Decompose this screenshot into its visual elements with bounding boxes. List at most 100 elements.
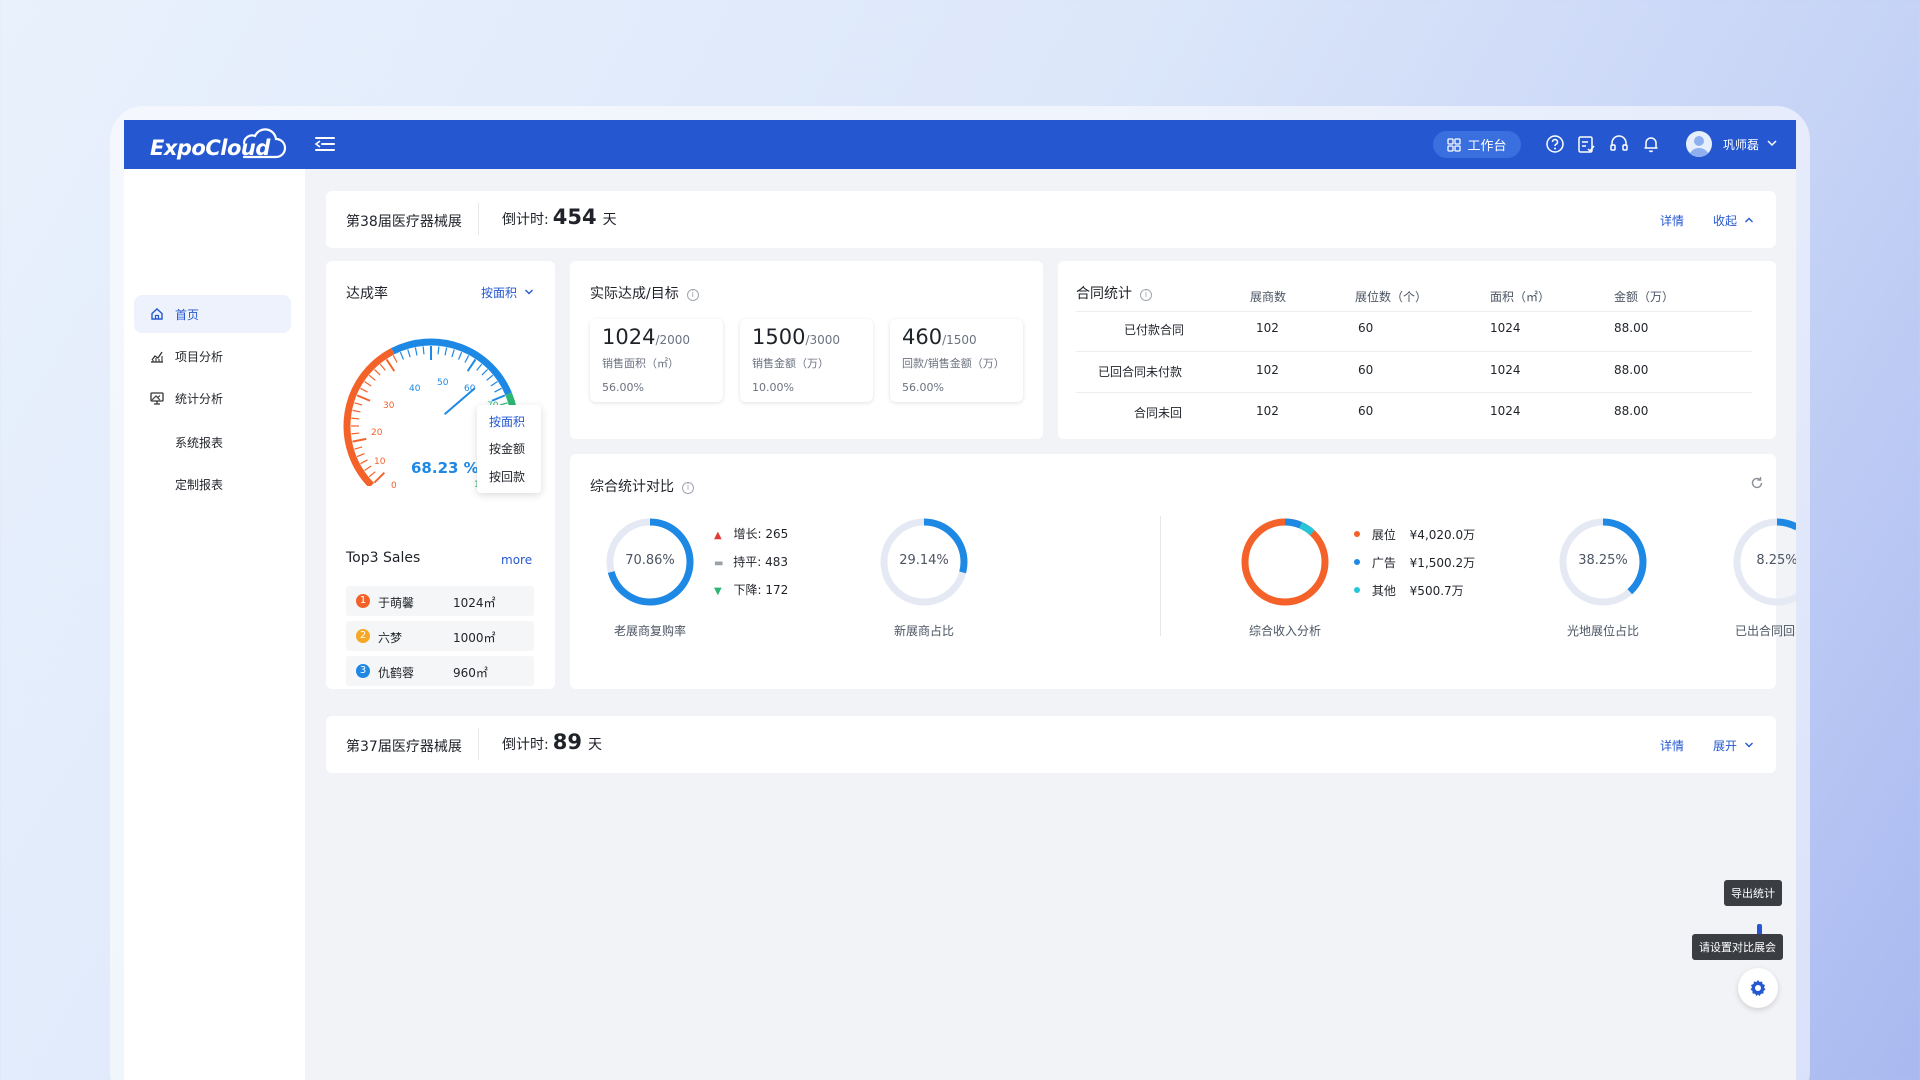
gauge-tick <box>451 349 455 358</box>
refresh-icon[interactable] <box>1750 476 1764 490</box>
ring-label: 光地展位占比 <box>1566 624 1639 638</box>
expo-name: 第37届医疗器械展 <box>346 739 462 755</box>
top3-title: Top3 Sales <box>346 550 421 566</box>
sales-value: 960㎡ <box>453 666 488 680</box>
menu-fold-icon[interactable] <box>314 134 336 154</box>
gauge-tick <box>354 402 363 406</box>
countdown-unit: 天 <box>587 737 602 753</box>
user-icon <box>1689 136 1709 157</box>
sidebar-subitem-system-report[interactable]: 系统报表 <box>175 436 224 450</box>
kpi-value: 1500 <box>752 325 806 349</box>
gauge-tick <box>356 452 365 458</box>
gauge-tick-label: 10 <box>374 457 386 467</box>
contract-stats-title: 合同统计 i <box>1076 283 1152 303</box>
info-icon[interactable]: i <box>686 289 699 301</box>
table-cell: 60 <box>1358 321 1374 335</box>
row-label: 已付款合同 <box>1124 323 1185 337</box>
row-label: 合同未回 <box>1134 406 1183 420</box>
kpi-label: 销售面积（㎡） <box>602 357 679 370</box>
ring-chart-old-exhibitor <box>606 518 694 606</box>
sidebar-item-home[interactable]: 首页 <box>134 295 291 333</box>
sidebar-item-statistics[interactable]: 统计分析 <box>134 379 291 417</box>
countdown-value: 89 <box>552 730 582 754</box>
countdown: 倒计时: 89 天 <box>502 730 602 754</box>
ring-label: 老展商复购率 <box>613 624 686 638</box>
gauge-tick <box>373 471 386 484</box>
trend-value: 483 <box>765 555 789 569</box>
gauge-tick <box>464 355 470 363</box>
sidebar-item-project-analysis[interactable]: 项目分析 <box>134 337 291 375</box>
gauge-tick-label: 1 <box>474 480 480 490</box>
gauge-tick <box>490 381 498 387</box>
gauge-tick <box>360 387 368 393</box>
sidebar-item-label: 统计分析 <box>175 391 224 406</box>
sidebar-subitem-custom-report[interactable]: 定制报表 <box>175 478 224 492</box>
ring-chart-bare-land <box>1559 518 1647 606</box>
gauge-tick <box>414 347 418 356</box>
task-list-icon[interactable] <box>1576 134 1596 154</box>
settings-button[interactable] <box>1738 968 1778 1008</box>
home-icon <box>151 308 163 320</box>
legend-amount: ¥4,020.0万 <box>1409 528 1476 542</box>
table-cell: 60 <box>1358 404 1374 418</box>
triangle-down-icon: ▼ <box>714 586 722 597</box>
workbench-button[interactable]: 工作台 <box>1433 131 1521 158</box>
detail-link[interactable]: 详情 <box>1660 739 1685 753</box>
kpi-percent: 56.00% <box>902 381 944 394</box>
legend-dot <box>1354 531 1360 537</box>
headset-icon[interactable] <box>1609 134 1629 154</box>
user-name[interactable]: 巩师磊 <box>1723 138 1760 152</box>
gauge-needle <box>443 387 476 416</box>
expand-button[interactable]: 展开 <box>1713 737 1754 754</box>
ring-label: 已出合同回收率 <box>1734 624 1796 638</box>
chevron-down-icon[interactable] <box>1766 137 1778 149</box>
gauge-tick <box>457 351 463 360</box>
table-cell: 60 <box>1358 363 1374 377</box>
divider <box>478 728 479 760</box>
info-icon[interactable]: i <box>1140 289 1152 301</box>
dropdown-option[interactable]: 按回款 <box>489 470 526 484</box>
kpi-value: 460 <box>902 325 943 349</box>
legend-name: 展位 <box>1371 528 1396 542</box>
cloud-logo-icon <box>242 128 287 159</box>
trend-value: 172 <box>765 583 789 597</box>
gauge-tick-label: 20 <box>371 428 383 438</box>
export-handle[interactable] <box>1757 924 1762 938</box>
income-legend-item: 其他 ¥500.7万 <box>1354 582 1464 599</box>
gauge-tick-label: 60 <box>464 384 476 394</box>
gauge-tick <box>491 394 506 402</box>
grid-icon <box>1447 137 1462 152</box>
rank-badge: 2 <box>356 629 370 643</box>
expand-label: 展开 <box>1713 739 1738 753</box>
gauge-tick <box>368 471 376 478</box>
top3-more-link[interactable]: more <box>501 553 533 567</box>
info-icon[interactable]: i <box>682 482 694 494</box>
gauge-tick <box>360 459 368 465</box>
kpi-card: 1024/2000 销售面积（㎡） 56.00% <box>590 319 723 402</box>
gauge-tick <box>352 437 367 443</box>
dropdown-option[interactable]: 按金额 <box>489 442 526 456</box>
gauge-tick-label: 50 <box>437 378 449 388</box>
bell-icon[interactable] <box>1641 134 1661 154</box>
achievement-filter-select[interactable]: 按面积 <box>481 284 534 301</box>
app-logo[interactable]: ExpoCloud <box>150 136 270 160</box>
gauge-band <box>343 348 395 486</box>
help-icon[interactable] <box>1545 134 1565 154</box>
gauge-tick <box>364 381 372 387</box>
detail-link[interactable]: 详情 <box>1660 214 1685 228</box>
rank-badge: 1 <box>356 594 370 608</box>
triangle-up-icon: ▲ <box>714 530 722 541</box>
sidebar: 首页 项目分析 统计分析 系统报表 定制报表 <box>124 169 305 1080</box>
kpi-value-wrap: 1500/3000 <box>752 325 840 349</box>
gauge-value: 68.23 % <box>411 459 479 477</box>
legend-dot <box>1354 587 1360 593</box>
gauge-tick <box>407 349 411 358</box>
actual-vs-target-card: 实际达成/目标 i 1024/2000 销售面积（㎡） 56.00% 1500/3… <box>570 261 1043 439</box>
gauge-tick-label: 40 <box>409 384 421 394</box>
sales-name: 六梦 <box>378 631 403 645</box>
dropdown-option[interactable]: 按面积 <box>489 415 526 429</box>
gauge-band <box>391 338 512 396</box>
collapse-button[interactable]: 收起 <box>1713 212 1754 229</box>
user-avatar[interactable] <box>1686 131 1712 157</box>
trend-down: ▼ 下降: 172 <box>714 583 789 597</box>
